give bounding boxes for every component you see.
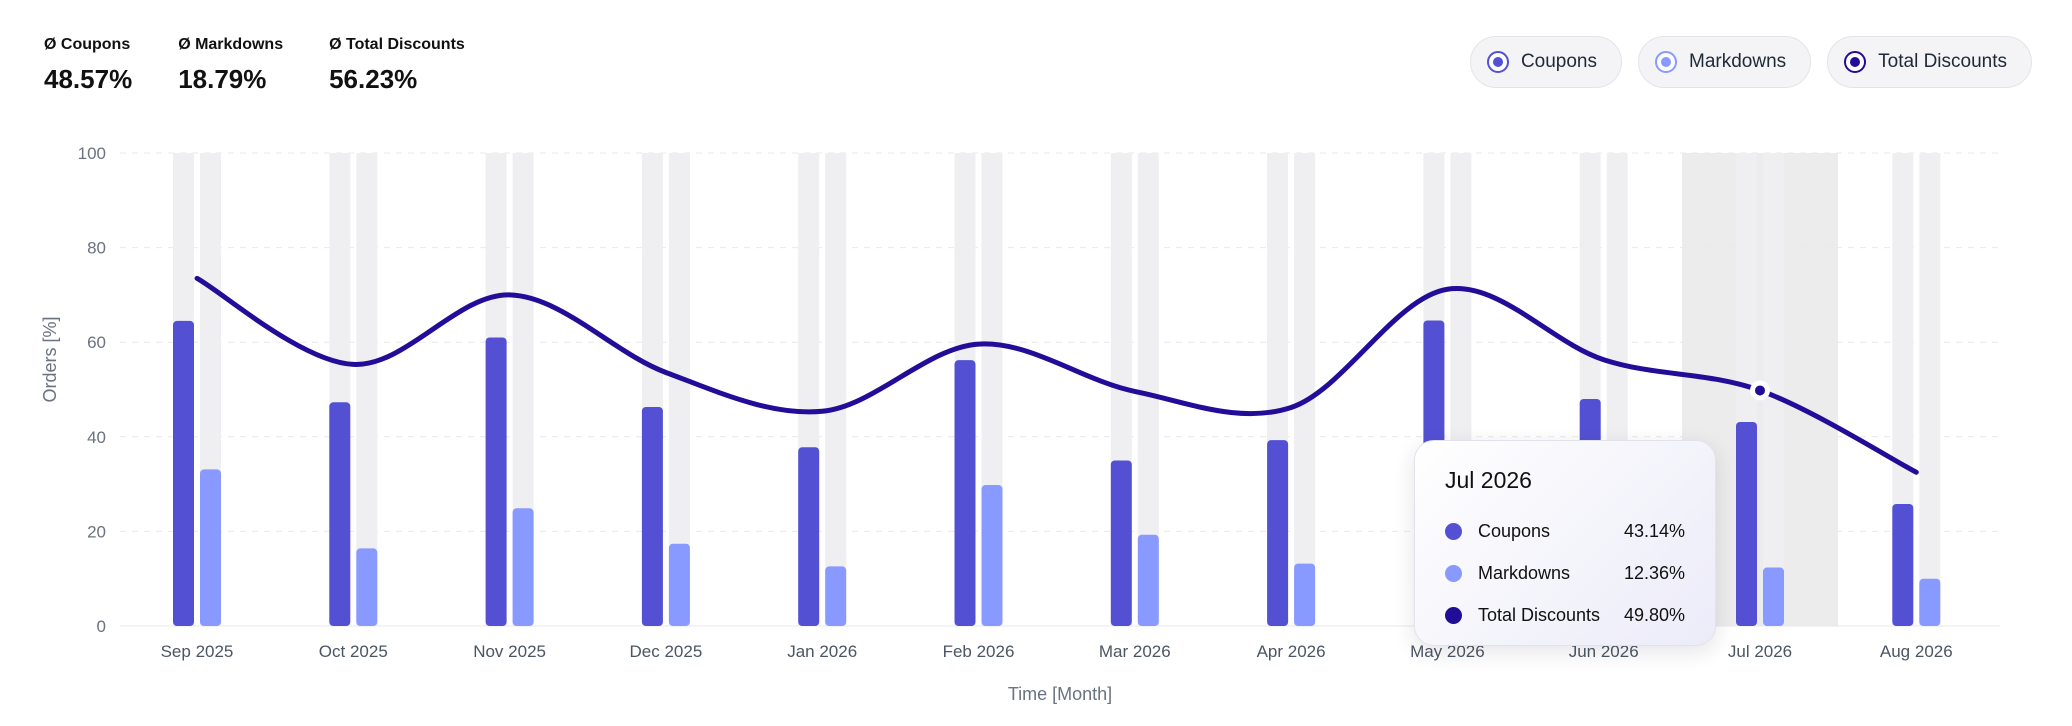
bar-track <box>668 153 690 626</box>
legend-label: Total Discounts <box>1878 51 2007 72</box>
summary-markdowns: Ø Markdowns 18.79% <box>178 36 283 95</box>
y-tick-label: 100 <box>78 144 106 163</box>
legend-toggle-markdowns[interactable]: Markdowns <box>1638 36 1812 88</box>
bar-markdowns <box>1137 534 1159 626</box>
tooltip-series-value: 49.80% <box>1623 604 1685 625</box>
y-tick-label: 0 <box>97 617 106 636</box>
tooltip-series-value: 43.14% <box>1623 520 1685 541</box>
bar-coupons <box>1736 421 1757 626</box>
summary-label: Ø Coupons <box>44 36 131 53</box>
legend-toggle-total-discounts[interactable]: Total Discounts <box>1827 36 2032 88</box>
y-tick-label: 60 <box>87 333 106 352</box>
y-axis-title: Orders [%] <box>40 316 60 402</box>
x-tick-label: Aug 2026 <box>1880 642 1953 661</box>
x-tick-label: Apr 2026 <box>1257 642 1326 661</box>
bar-coupons <box>485 337 507 626</box>
tooltip-row-markdowns: Markdowns 12.36% <box>1445 552 1685 594</box>
bar-track <box>356 153 378 626</box>
tooltip-row-total-discounts: Total Discounts 49.80% <box>1445 594 1685 636</box>
swatch-icon <box>1445 564 1462 582</box>
swatch-icon <box>1445 522 1462 540</box>
bar-coupons <box>1892 503 1914 626</box>
x-tick-label: Nov 2025 <box>473 642 546 661</box>
bar-coupons <box>329 402 351 626</box>
x-tick-label: Dec 2025 <box>630 642 703 661</box>
summary-total-discounts: Ø Total Discounts 56.23% <box>329 36 465 95</box>
bar-track <box>1137 153 1159 626</box>
summary-value: 18.79% <box>178 64 267 94</box>
x-tick-label: Jul 2026 <box>1728 642 1792 661</box>
x-tick-label: Mar 2026 <box>1099 642 1171 661</box>
tooltip-series-name: Markdowns <box>1478 562 1571 583</box>
bar-coupons <box>954 360 976 626</box>
bar-markdowns <box>825 566 847 626</box>
tooltip-title: Jul 2026 <box>1445 467 1532 493</box>
chart-legend: Coupons Markdowns Total Discounts <box>1469 36 2032 88</box>
legend-toggle-coupons[interactable]: Coupons <box>1469 36 1622 88</box>
tooltip-series-name: Total Discounts <box>1478 604 1601 625</box>
bar-markdowns <box>1763 567 1784 626</box>
legend-label: Coupons <box>1520 51 1597 72</box>
x-tick-label: Sep 2025 <box>161 642 234 661</box>
bar-coupons <box>798 447 820 626</box>
tooltip-row-coupons: Coupons 43.14% <box>1445 510 1685 552</box>
bar-markdowns <box>512 508 534 626</box>
legend-label: Markdowns <box>1689 51 1787 72</box>
bar-track <box>1294 153 1316 626</box>
y-tick-label: 40 <box>87 428 106 447</box>
x-tick-label: Feb 2026 <box>943 642 1015 661</box>
swatch-icon <box>1445 606 1462 624</box>
radio-icon <box>1486 51 1509 73</box>
bar-coupons <box>1267 440 1289 626</box>
summary-label: Ø Markdowns <box>178 36 284 53</box>
x-axis-title: Time [Month] <box>1008 684 1112 704</box>
bar-coupons <box>1110 460 1132 626</box>
bar-track <box>1919 153 1941 626</box>
chart-tooltip: Jul 2026 Coupons 43.14% Markdowns 12.36%… <box>1414 440 1716 646</box>
x-tick-label: Jan 2026 <box>787 642 857 661</box>
bar-markdowns <box>200 469 221 626</box>
summary-value: 48.57% <box>44 64 133 94</box>
point-marker <box>1755 385 1765 396</box>
x-tick-label: May 2026 <box>1410 642 1485 661</box>
bar-coupons <box>173 320 194 626</box>
summary-label: Ø Total Discounts <box>329 36 465 53</box>
bar-markdowns <box>1919 578 1941 626</box>
bar-markdowns <box>1294 563 1316 626</box>
bar-markdowns <box>356 548 378 626</box>
bar-coupons <box>641 407 663 626</box>
y-tick-label: 80 <box>87 239 106 258</box>
bar-track <box>1763 153 1784 626</box>
radio-icon <box>1844 51 1867 73</box>
x-tick-label: Jun 2026 <box>1569 642 1639 661</box>
bar-track <box>825 153 847 626</box>
summary-coupons: Ø Coupons 48.57% <box>44 36 132 95</box>
x-tick-label: Oct 2025 <box>319 642 388 661</box>
tooltip-series-value: 12.36% <box>1623 562 1685 583</box>
line-total-discounts <box>194 275 1919 475</box>
summary-value: 56.23% <box>329 64 418 94</box>
bar-markdowns <box>668 543 690 626</box>
y-tick-label: 20 <box>87 522 106 541</box>
summary-stats: Ø Coupons 48.57% Ø Markdowns 18.79% Ø To… <box>44 36 465 95</box>
radio-icon <box>1655 51 1677 73</box>
bar-markdowns <box>981 485 1003 626</box>
bar-track <box>512 153 534 626</box>
tooltip-series-name: Coupons <box>1478 520 1551 541</box>
